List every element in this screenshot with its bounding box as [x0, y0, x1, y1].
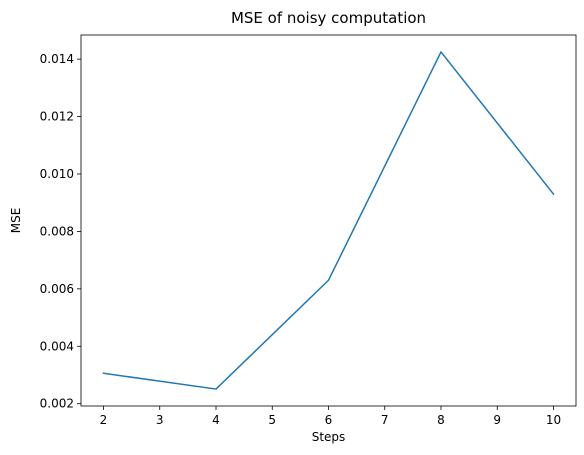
plot-frame	[80, 34, 577, 407]
y-tick-label: 0.014	[40, 52, 74, 66]
mse-series-line	[102, 51, 555, 390]
y-axis-label: MSE	[9, 208, 23, 234]
y-tick-label: 0.002	[40, 397, 74, 411]
x-tick-label: 9	[493, 413, 501, 427]
x-tick-label: 4	[212, 413, 220, 427]
y-tick-label: 0.010	[40, 167, 74, 181]
x-tick-label: 6	[325, 413, 333, 427]
y-tick-label: 0.012	[40, 110, 74, 124]
y-tick-label: 0.006	[40, 282, 74, 296]
chart-title: MSE of noisy computation	[231, 9, 426, 27]
y-axis: 0.002 0.004 0.006 0.008 0.010 0.012 0.014	[40, 52, 81, 411]
plot-area	[80, 34, 577, 407]
x-axis: 2 3 4 5 6 7 8 9 10	[100, 406, 561, 427]
x-tick-label: 8	[437, 413, 445, 427]
x-tick-label: 5	[268, 413, 276, 427]
y-tick-label: 0.004	[40, 339, 74, 353]
x-tick-label: 7	[381, 413, 389, 427]
y-tick-label: 0.008	[40, 224, 74, 238]
x-axis-label: Steps	[312, 430, 346, 444]
x-tick-label: 2	[100, 413, 108, 427]
x-tick-label: 10	[546, 413, 561, 427]
series-group	[102, 51, 555, 390]
x-tick-label: 3	[156, 413, 164, 427]
